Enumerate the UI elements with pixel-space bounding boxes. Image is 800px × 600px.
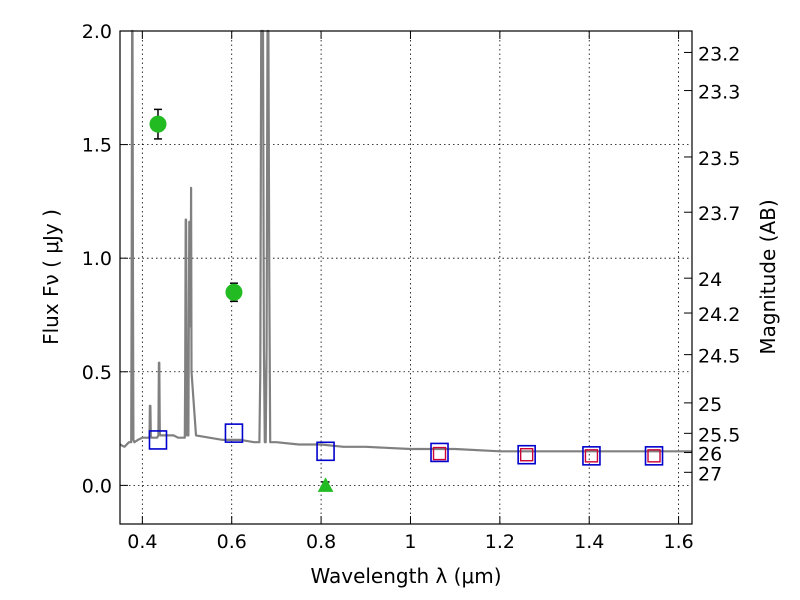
model-point-red [584, 449, 599, 463]
y-tick-label: 0.0 [82, 475, 112, 497]
y-tick-label: 1.5 [82, 135, 112, 157]
model-point-red [647, 449, 661, 463]
y2-tick-label: 25.5 [698, 424, 740, 446]
axes: 0.4 0.6 0.8 1 1.2 1.4 1.6 0.0 0.5 1.0 1.5 2.0 23.2 23… [82, 21, 741, 553]
model-point-red [432, 446, 447, 461]
spectrum-line [119, 29, 692, 453]
observed-point [225, 283, 243, 301]
y2-tick-label: 24.5 [698, 346, 740, 368]
grid-lines [120, 30, 692, 524]
model-point-blue [148, 430, 168, 450]
model-point-blue [430, 442, 449, 463]
model-point-blue [644, 446, 664, 466]
model-point-red [519, 448, 534, 462]
plot-content [119, 29, 692, 492]
x-tick-label: 0.6 [217, 531, 247, 553]
x-tick-label: 0.8 [306, 531, 336, 553]
model-point-blue [582, 446, 601, 466]
model-point-blue [224, 423, 244, 443]
y-tick-label: 0.5 [82, 362, 112, 384]
observed-point-triangle [317, 477, 334, 492]
y2-tick-label: 24.2 [698, 304, 740, 326]
x-axis-title: Wavelength λ (μm) [310, 564, 501, 588]
y2-tick-label: 27 [698, 463, 722, 485]
observed-point [149, 115, 167, 133]
plot-frame [119, 30, 693, 525]
x-tick-label: 1.4 [574, 531, 604, 553]
x-tick-label: 0.4 [127, 531, 157, 553]
model-point-blue [517, 444, 536, 465]
model-point-blue [316, 441, 335, 462]
y-tick-label: 1.0 [82, 248, 112, 270]
y2-tick-label: 23.5 [698, 148, 740, 170]
y2-tick-label: 23.3 [698, 82, 740, 104]
y-axis-title: Flux Fν ( μJy ) [39, 209, 63, 345]
y2-tick-label: 25 [698, 394, 722, 416]
y2-axis-title: Magnitude (AB) [756, 199, 780, 354]
y2-tick-label: 26 [698, 444, 722, 466]
y2-tick-label: 23.7 [698, 203, 740, 225]
x-tick-label: 1.2 [485, 531, 515, 553]
y-tick-label: 2.0 [82, 21, 112, 43]
x-tick-label: 1 [404, 531, 416, 553]
y2-tick-label: 24 [698, 269, 722, 291]
x-tick-label: 1.6 [663, 531, 693, 553]
y2-tick-label: 23.2 [698, 43, 740, 65]
